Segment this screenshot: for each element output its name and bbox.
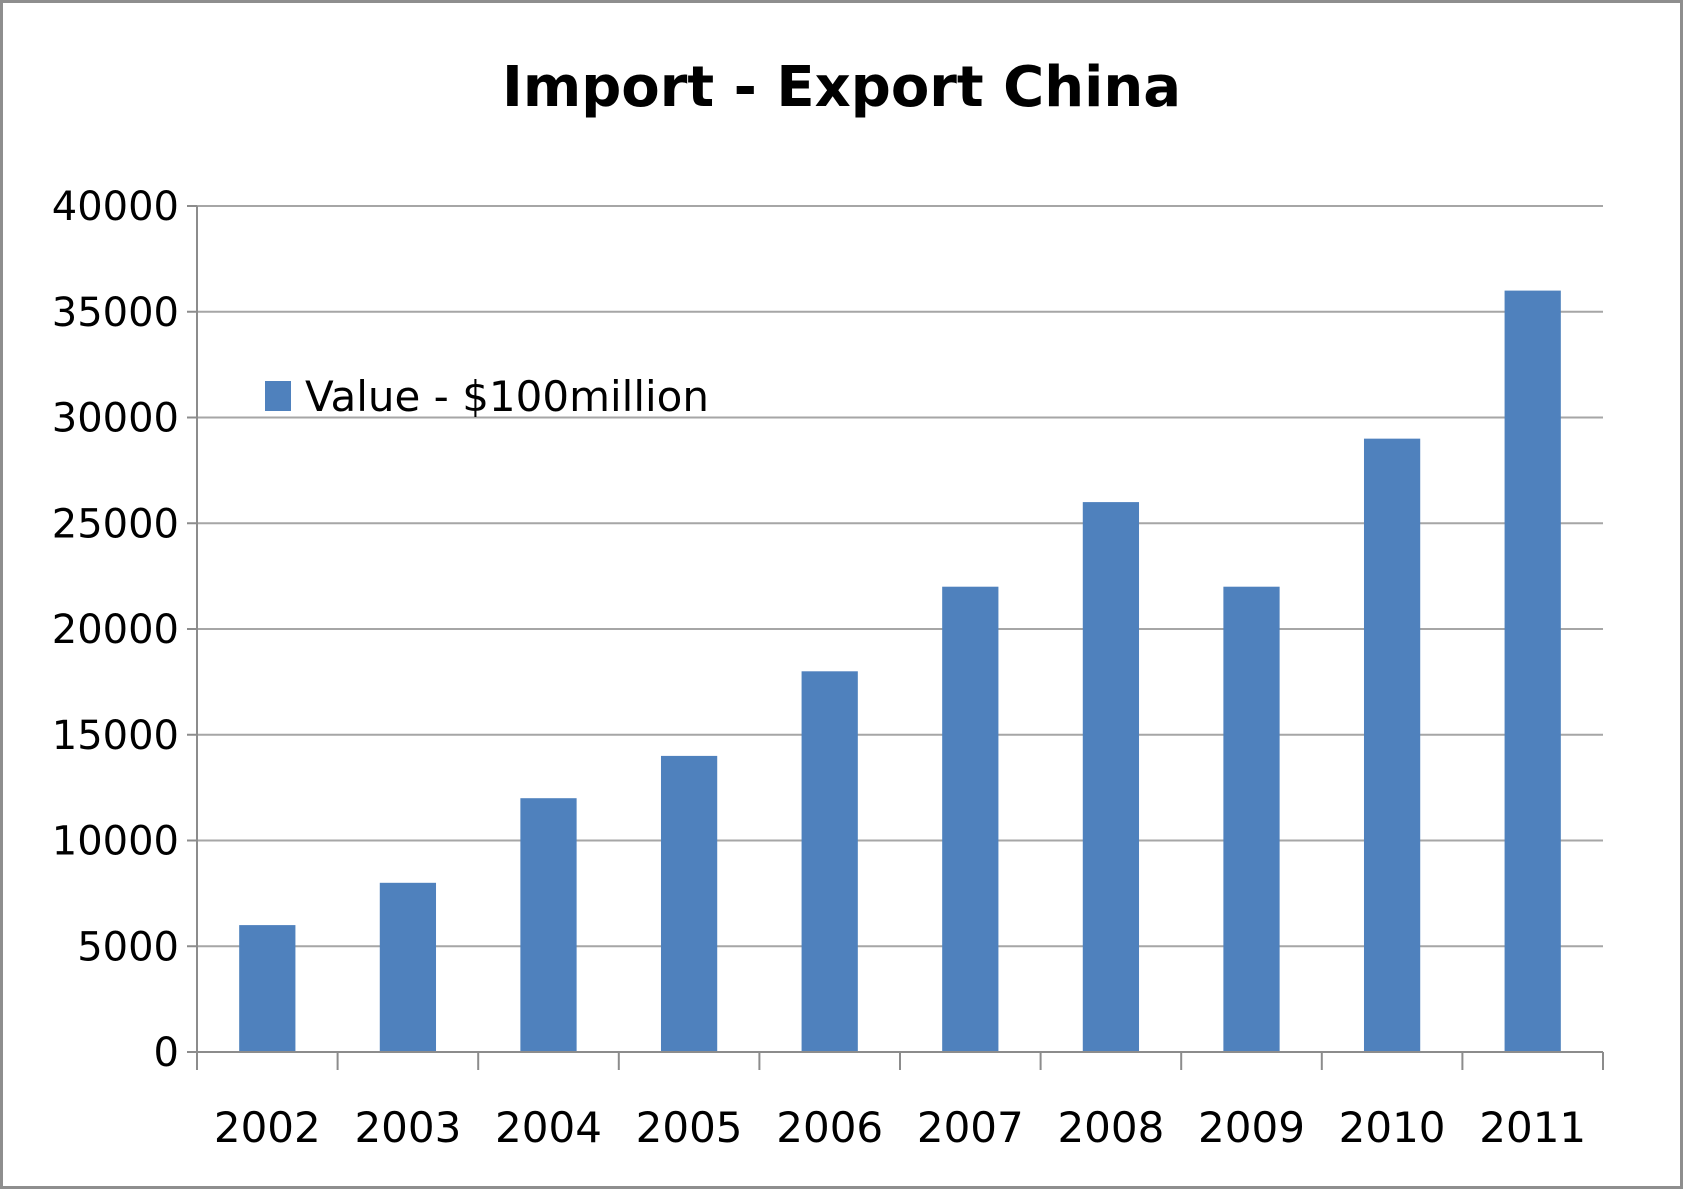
y-axis-labels: 0 5000 10000 15000 20000 25000 30000 35000 40000 bbox=[52, 184, 179, 1076]
chart-title: Import - Export China bbox=[502, 55, 1181, 120]
x-tick-label: 2002 bbox=[214, 1103, 321, 1152]
bar-2005 bbox=[660, 755, 718, 1052]
bar-2011 bbox=[1504, 290, 1561, 1053]
x-tick-label: 2003 bbox=[354, 1103, 461, 1152]
bar-2008 bbox=[1082, 502, 1140, 1053]
x-tick-label: 2005 bbox=[636, 1103, 743, 1152]
x-tick-label: 2010 bbox=[1339, 1103, 1446, 1152]
x-tick-label: 2009 bbox=[1198, 1103, 1305, 1152]
x-axis: 2002 2003 2004 2005 2006 2007 2008 2009 2010 2011 bbox=[196, 206, 1604, 1152]
y-tick-label: 30000 bbox=[52, 396, 179, 442]
y-tick-label: 25000 bbox=[52, 501, 179, 547]
bar-2010 bbox=[1363, 438, 1421, 1052]
bar-2009 bbox=[1223, 586, 1280, 1052]
bars bbox=[239, 290, 1561, 1053]
x-tick-label: 2004 bbox=[495, 1103, 602, 1152]
bar-2004 bbox=[520, 798, 577, 1052]
y-tick-label: 10000 bbox=[52, 819, 179, 865]
x-tick-label: 2006 bbox=[776, 1103, 883, 1152]
legend-swatch bbox=[265, 381, 291, 411]
x-tick-label: 2008 bbox=[1057, 1103, 1164, 1152]
bar-2007 bbox=[942, 586, 999, 1052]
y-tick-label: 20000 bbox=[52, 607, 179, 653]
y-tick-label: 35000 bbox=[52, 290, 179, 336]
x-tick-label: 2011 bbox=[1479, 1103, 1586, 1152]
legend: Value - $100million bbox=[265, 372, 709, 421]
bar-2003 bbox=[379, 882, 437, 1052]
legend-label: Value - $100million bbox=[305, 372, 709, 421]
x-tick-label: 2007 bbox=[917, 1103, 1024, 1152]
y-tick-label: 5000 bbox=[77, 924, 179, 970]
bar-2006 bbox=[801, 671, 858, 1052]
y-tick-label: 40000 bbox=[52, 184, 179, 230]
bar-2002 bbox=[239, 925, 296, 1052]
y-tick-label: 15000 bbox=[52, 713, 179, 759]
bar-chart: 0 5000 10000 15000 20000 25000 30000 35000 40000… bbox=[52, 184, 1604, 1152]
y-tick-label: 0 bbox=[154, 1030, 179, 1076]
